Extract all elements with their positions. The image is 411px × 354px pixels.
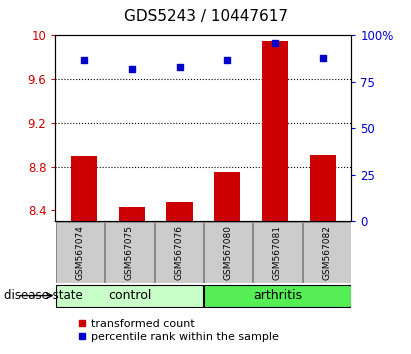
Text: GSM567081: GSM567081 bbox=[273, 225, 282, 280]
Point bbox=[129, 66, 135, 72]
Bar bbox=[262, 41, 288, 221]
Bar bbox=[105, 223, 154, 282]
Bar bbox=[56, 223, 104, 282]
Text: GSM567076: GSM567076 bbox=[174, 225, 183, 280]
Text: GSM567082: GSM567082 bbox=[322, 225, 331, 280]
Text: GSM567080: GSM567080 bbox=[224, 225, 233, 280]
Text: disease state: disease state bbox=[4, 289, 83, 302]
Bar bbox=[302, 223, 351, 282]
Text: GSM567074: GSM567074 bbox=[76, 225, 85, 280]
Legend: transformed count, percentile rank within the sample: transformed count, percentile rank withi… bbox=[74, 314, 284, 347]
Text: GSM567075: GSM567075 bbox=[125, 225, 134, 280]
Bar bbox=[204, 285, 351, 307]
Bar bbox=[119, 207, 145, 221]
Bar bbox=[204, 223, 252, 282]
Bar bbox=[309, 155, 336, 221]
Bar bbox=[166, 201, 193, 221]
Point bbox=[176, 64, 183, 70]
Bar bbox=[56, 285, 203, 307]
Point bbox=[81, 57, 88, 62]
Text: control: control bbox=[108, 289, 151, 302]
Text: arthritis: arthritis bbox=[253, 289, 302, 302]
Point bbox=[224, 57, 231, 62]
Bar bbox=[253, 223, 302, 282]
Bar bbox=[155, 223, 203, 282]
Point bbox=[319, 55, 326, 61]
Bar bbox=[214, 172, 240, 221]
Bar bbox=[71, 156, 97, 221]
Text: GDS5243 / 10447617: GDS5243 / 10447617 bbox=[123, 9, 288, 24]
Point bbox=[272, 40, 278, 46]
